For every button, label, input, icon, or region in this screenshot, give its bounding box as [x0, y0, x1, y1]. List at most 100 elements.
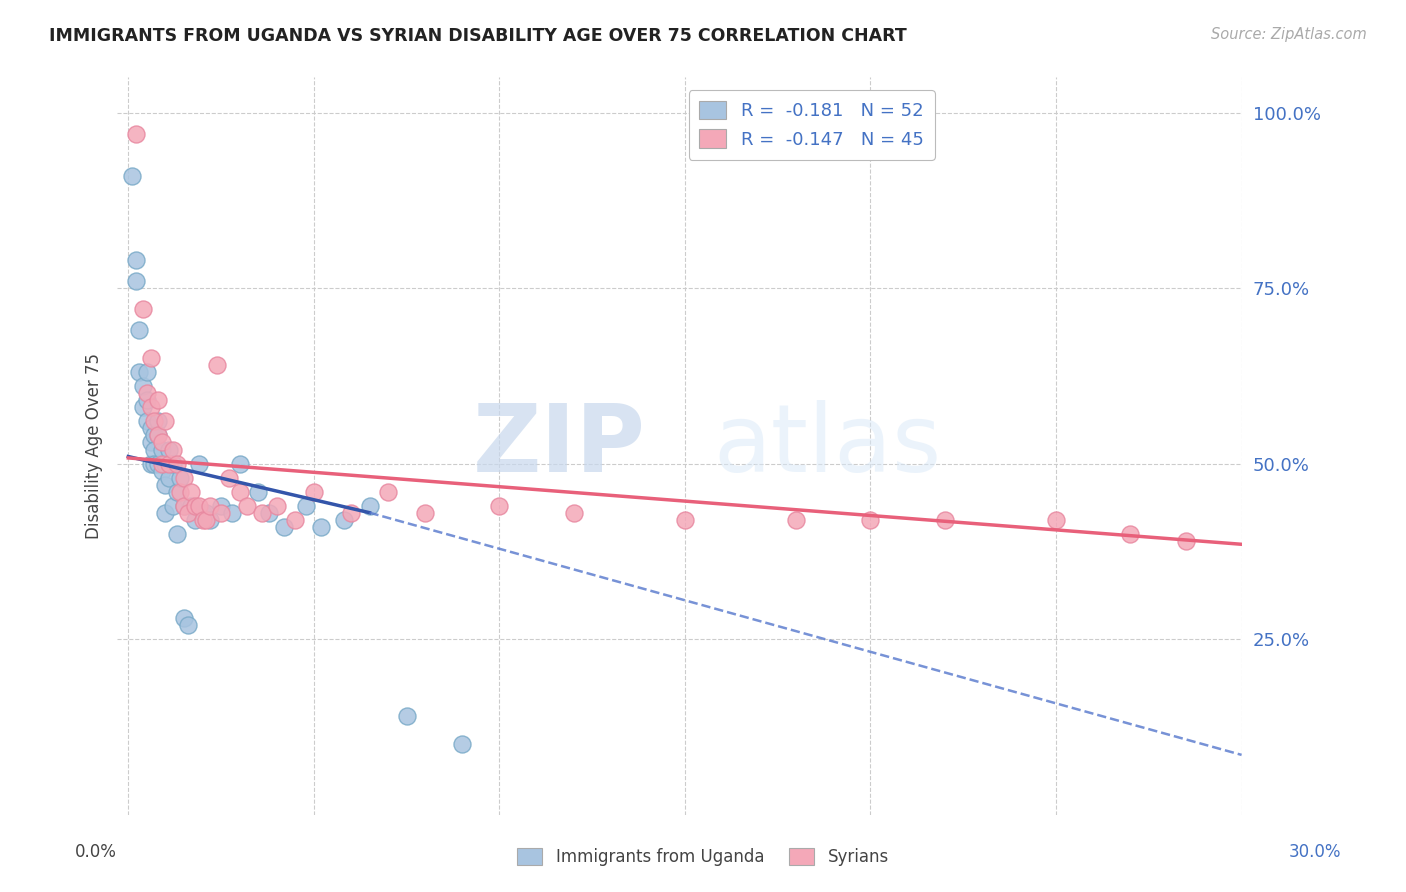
- Point: [143, 457, 166, 471]
- Point: [139, 351, 162, 366]
- Point: [295, 499, 318, 513]
- Point: [166, 457, 188, 471]
- Point: [785, 513, 807, 527]
- Point: [198, 513, 221, 527]
- Legend: R =  -0.181   N = 52, R =  -0.147   N = 45: R = -0.181 N = 52, R = -0.147 N = 45: [689, 90, 935, 160]
- Point: [143, 428, 166, 442]
- Point: [184, 513, 207, 527]
- Point: [359, 499, 381, 513]
- Point: [451, 737, 474, 751]
- Point: [332, 513, 354, 527]
- Point: [121, 169, 143, 183]
- Point: [173, 611, 195, 625]
- Point: [377, 484, 399, 499]
- Point: [273, 520, 295, 534]
- Point: [195, 513, 218, 527]
- Point: [1174, 533, 1197, 548]
- Point: [673, 513, 696, 527]
- Point: [1119, 526, 1142, 541]
- Point: [180, 484, 202, 499]
- Point: [413, 506, 436, 520]
- Point: [228, 484, 250, 499]
- Point: [173, 499, 195, 513]
- Point: [176, 506, 198, 520]
- Point: [562, 506, 585, 520]
- Point: [191, 506, 214, 520]
- Point: [250, 506, 273, 520]
- Point: [135, 386, 157, 401]
- Point: [180, 499, 202, 513]
- Point: [125, 127, 148, 141]
- Point: [228, 457, 250, 471]
- Point: [187, 499, 209, 513]
- Point: [221, 506, 243, 520]
- Point: [157, 470, 180, 484]
- Point: [191, 513, 214, 527]
- Point: [176, 618, 198, 632]
- Point: [135, 365, 157, 379]
- Legend: Immigrants from Uganda, Syrians: Immigrants from Uganda, Syrians: [510, 841, 896, 873]
- Point: [150, 442, 173, 457]
- Text: 30.0%: 30.0%: [1288, 843, 1341, 861]
- Point: [139, 401, 162, 415]
- Point: [128, 323, 150, 337]
- Point: [184, 499, 207, 513]
- Point: [125, 274, 148, 288]
- Point: [125, 252, 148, 267]
- Point: [132, 379, 155, 393]
- Point: [132, 302, 155, 317]
- Point: [218, 470, 240, 484]
- Point: [195, 506, 218, 520]
- Text: atlas: atlas: [713, 400, 942, 492]
- Point: [187, 457, 209, 471]
- Point: [173, 470, 195, 484]
- Point: [311, 520, 333, 534]
- Point: [143, 414, 166, 428]
- Point: [1045, 513, 1067, 527]
- Point: [173, 499, 195, 513]
- Point: [340, 506, 363, 520]
- Point: [488, 499, 510, 513]
- Point: [859, 513, 882, 527]
- Point: [247, 484, 270, 499]
- Point: [155, 477, 177, 491]
- Point: [150, 457, 173, 471]
- Text: 0.0%: 0.0%: [75, 843, 117, 861]
- Point: [395, 709, 418, 723]
- Point: [169, 470, 191, 484]
- Point: [135, 414, 157, 428]
- Point: [150, 435, 173, 450]
- Text: IMMIGRANTS FROM UGANDA VS SYRIAN DISABILITY AGE OVER 75 CORRELATION CHART: IMMIGRANTS FROM UGANDA VS SYRIAN DISABIL…: [49, 27, 907, 45]
- Point: [207, 358, 229, 372]
- Point: [132, 401, 155, 415]
- Point: [139, 421, 162, 435]
- Point: [284, 513, 307, 527]
- Point: [934, 513, 956, 527]
- Point: [169, 484, 191, 499]
- Point: [259, 506, 281, 520]
- Point: [157, 442, 180, 457]
- Point: [146, 457, 169, 471]
- Text: ZIP: ZIP: [472, 400, 645, 492]
- Point: [209, 499, 232, 513]
- Point: [146, 428, 169, 442]
- Text: Source: ZipAtlas.com: Source: ZipAtlas.com: [1211, 27, 1367, 42]
- Point: [135, 393, 157, 408]
- Point: [198, 499, 221, 513]
- Point: [150, 464, 173, 478]
- Point: [236, 499, 259, 513]
- Point: [209, 506, 232, 520]
- Point: [139, 457, 162, 471]
- Point: [143, 442, 166, 457]
- Point: [146, 428, 169, 442]
- Point: [166, 526, 188, 541]
- Point: [146, 393, 169, 408]
- Point: [128, 365, 150, 379]
- Point: [162, 457, 184, 471]
- Point: [155, 414, 177, 428]
- Point: [146, 414, 169, 428]
- Point: [162, 442, 184, 457]
- Y-axis label: Disability Age Over 75: Disability Age Over 75: [86, 353, 103, 539]
- Point: [166, 484, 188, 499]
- Point: [162, 499, 184, 513]
